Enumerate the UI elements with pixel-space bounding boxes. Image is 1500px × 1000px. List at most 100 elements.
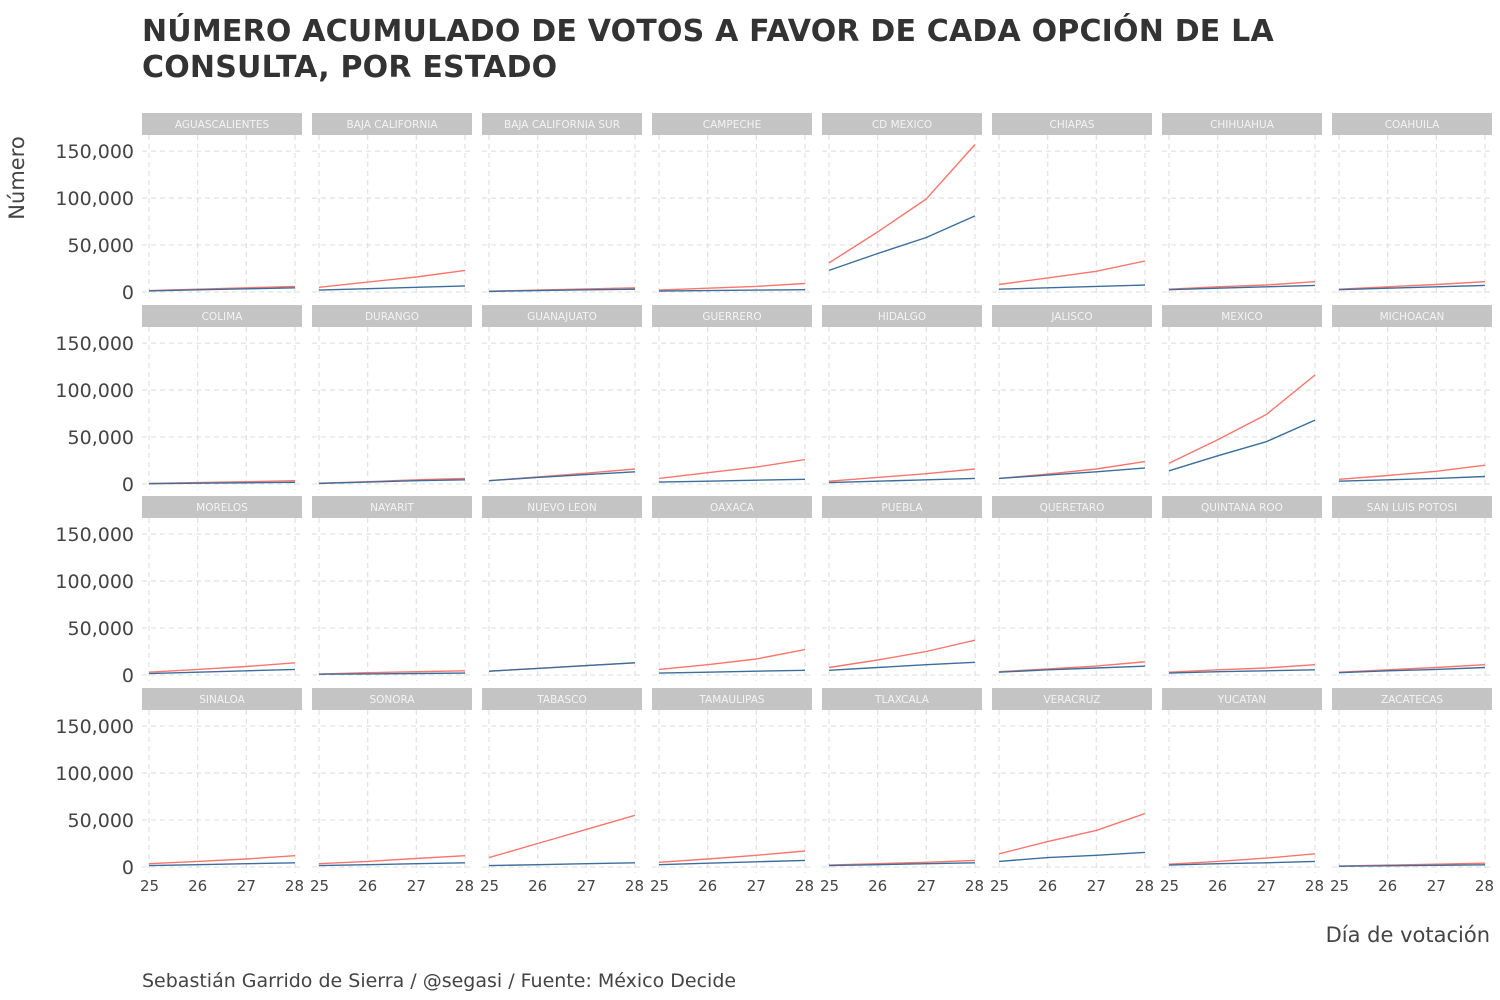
series-line-blue [318,479,466,485]
x-tick-label: 26 [698,877,717,895]
facet-strip-label: TABASCO [536,694,586,706]
x-tick-label: 25 [820,877,839,895]
x-tick-label: 28 [965,877,984,895]
y-axis-layer: 0 50,000 100,000 150,000 0 50,000 100,000 150,0… [55,141,134,879]
facet-strip [652,113,812,135]
series-line-red [658,850,806,863]
x-tick-label: 25 [1330,877,1349,895]
x-tick-label: 28 [795,877,814,895]
x-tick-label: 28 [1475,877,1494,895]
y-tick-label: 0 [122,474,134,496]
series-line-blue [318,672,466,675]
facet-panel: VERACRUZ [992,688,1152,873]
x-tick-label: 26 [868,877,887,895]
x-tick-label: 28 [1305,877,1324,895]
series-line-red [658,458,806,480]
facet-panel: PUEBLA [822,496,982,681]
series-line-blue [148,668,296,675]
y-tick-label: 150,000 [55,524,134,546]
series-line-blue [488,288,636,293]
y-tick-label: 0 [122,857,134,879]
facet-strip [142,305,302,327]
series-line-blue [828,661,976,671]
facet-strip-label: TLAXCALA [874,694,930,706]
facet-panel: MORELOS [142,496,302,681]
series-line-blue [488,471,636,482]
facet-strip-label: MEXICO [1221,311,1263,323]
facet-strip-label: SINALOA [199,694,245,706]
series-line-red [1168,853,1316,865]
series-line-red [1168,374,1316,464]
facet-strip-label: ZACATECAS [1381,694,1443,706]
facet-strip [482,305,642,327]
series-line-blue [658,478,806,483]
series-line-red [1338,464,1486,480]
facet-panel: TABASCO [482,688,642,873]
series-line-blue [318,862,466,867]
x-tick-label: 26 [358,877,377,895]
series-line-red [1338,281,1486,290]
facet-panel: CD MEXICO [822,113,982,298]
facet-strip-label: QUINTANA ROO [1201,502,1283,514]
y-tick-label: 0 [122,282,134,304]
series-line-blue [488,862,636,867]
series-line-blue [1338,666,1486,674]
x-tick-label: 25 [310,877,329,895]
facet-strip [822,496,982,518]
facet-strip [312,496,472,518]
x-tick-label: 25 [990,877,1009,895]
series-line-red [998,260,1146,286]
facet-panel: JALISCO [992,305,1152,490]
y-tick-label: 150,000 [55,141,134,163]
facet-strip-label: COAHUILA [1385,119,1440,131]
series-line-blue [1168,284,1316,291]
y-tick-label: 100,000 [55,380,134,402]
facet-panel: TAMAULIPAS [652,688,812,873]
series-line-blue [318,285,466,291]
facet-strip-label: GUANAJUATO [527,311,597,323]
caption: Sebastián Garrido de Sierra / @segasi / … [142,970,737,992]
x-tick-label: 27 [407,877,426,895]
series-line-blue [658,669,806,674]
x-tick-label: 28 [625,877,644,895]
x-axis-layer: 25 26 27 28 25 26 27 28 25 26 27 28 25 26 27 28 25 26 27 28… [140,877,1494,895]
facet-strip-label: QUERETARO [1040,502,1105,514]
facet-panel: SINALOA [142,688,302,873]
series-line-red [658,648,806,671]
y-tick-label: 100,000 [55,763,134,785]
facet-strip-label: BAJA CALIFORNIA SUR [504,119,620,131]
facet-strip-label: OAXACA [710,502,755,514]
x-tick-label: 27 [917,877,936,895]
facet-strip [1332,305,1492,327]
series-line-blue [1168,860,1316,866]
series-line-red [488,814,636,859]
series-line-blue [1338,475,1486,482]
series-line-blue [148,481,296,485]
facet-panel: SAN LUIS POTOSI [1332,496,1492,681]
facet-strip [822,113,982,135]
x-tick-label: 26 [188,877,207,895]
facet-strip [992,305,1152,327]
facet-panel: AGUASCALIENTES [142,113,302,298]
facet-strip-label: JALISCO [1050,311,1092,323]
facet-strip-label: CAMPECHE [703,119,761,131]
x-tick-label: 25 [480,877,499,895]
series-line-red [1338,664,1486,673]
y-tick-label: 100,000 [55,188,134,210]
facet-strip-label: DURANGO [365,311,419,323]
facet-strip [992,113,1152,135]
series-line-blue [1338,864,1486,867]
facet-panel: BAJA CALIFORNIA [312,113,472,298]
facet-strip [482,496,642,518]
facet-strip [312,305,472,327]
series-line-blue [488,662,636,672]
facet-strip [652,305,812,327]
x-tick-label: 25 [140,877,159,895]
series-line-blue [998,851,1146,863]
facet-strip [482,688,642,710]
facet-strip [1162,496,1322,518]
x-tick-label: 28 [455,877,474,895]
facet-strip-label: MICHOACAN [1380,311,1445,323]
panels-layer: AGUASCALIENTES BAJA CALIFORNIA BAJA CALIFO… [142,113,1492,873]
